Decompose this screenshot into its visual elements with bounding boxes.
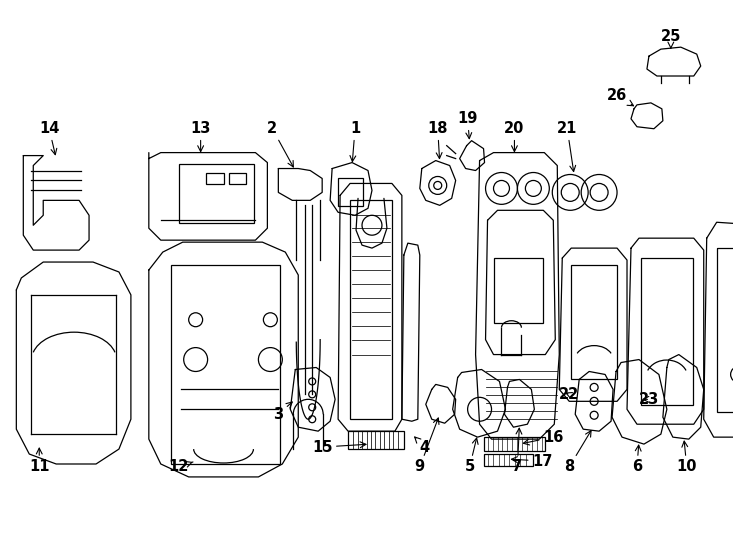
Text: 2: 2 bbox=[267, 122, 294, 167]
Text: 22: 22 bbox=[559, 387, 579, 402]
Text: 18: 18 bbox=[427, 122, 448, 159]
Text: 26: 26 bbox=[607, 89, 633, 106]
Text: 21: 21 bbox=[557, 122, 578, 172]
Bar bbox=[484, 437, 545, 451]
Text: 6: 6 bbox=[632, 445, 642, 475]
Text: 19: 19 bbox=[457, 111, 478, 139]
Text: 13: 13 bbox=[190, 122, 211, 152]
Text: 10: 10 bbox=[677, 441, 697, 475]
Bar bbox=[484, 454, 534, 466]
Text: 15: 15 bbox=[312, 440, 366, 455]
Text: 16: 16 bbox=[523, 430, 564, 445]
Text: 12: 12 bbox=[169, 460, 193, 475]
Text: 1: 1 bbox=[350, 122, 360, 161]
Bar bbox=[348, 431, 404, 449]
Bar bbox=[171, 265, 280, 464]
Bar bbox=[178, 164, 255, 223]
Text: 8: 8 bbox=[564, 430, 591, 475]
Text: 7: 7 bbox=[512, 428, 523, 475]
Text: 5: 5 bbox=[465, 438, 478, 475]
Text: 25: 25 bbox=[661, 29, 681, 48]
Bar bbox=[641, 258, 693, 406]
Bar bbox=[338, 179, 363, 206]
Text: 3: 3 bbox=[273, 402, 292, 422]
Text: 20: 20 bbox=[504, 122, 525, 152]
Bar bbox=[206, 172, 224, 185]
Bar bbox=[571, 265, 617, 380]
Text: 17: 17 bbox=[512, 454, 553, 469]
Text: 4: 4 bbox=[415, 437, 430, 455]
Bar bbox=[716, 248, 734, 412]
Bar bbox=[493, 258, 543, 323]
Bar bbox=[228, 172, 247, 185]
Text: 14: 14 bbox=[39, 122, 59, 154]
Text: 9: 9 bbox=[415, 418, 439, 475]
Text: 23: 23 bbox=[639, 392, 659, 407]
Text: 24: 24 bbox=[0, 539, 1, 540]
Text: 11: 11 bbox=[29, 448, 49, 475]
Bar bbox=[350, 200, 392, 419]
